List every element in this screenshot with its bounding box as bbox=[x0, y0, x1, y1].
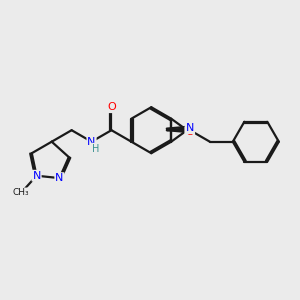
Text: O: O bbox=[185, 127, 194, 137]
Text: H: H bbox=[92, 144, 99, 154]
Text: N: N bbox=[32, 171, 41, 181]
Text: N: N bbox=[55, 173, 64, 183]
Text: O: O bbox=[107, 102, 116, 112]
Text: N: N bbox=[186, 123, 194, 133]
Text: CH₃: CH₃ bbox=[13, 188, 29, 197]
Text: N: N bbox=[87, 137, 96, 147]
